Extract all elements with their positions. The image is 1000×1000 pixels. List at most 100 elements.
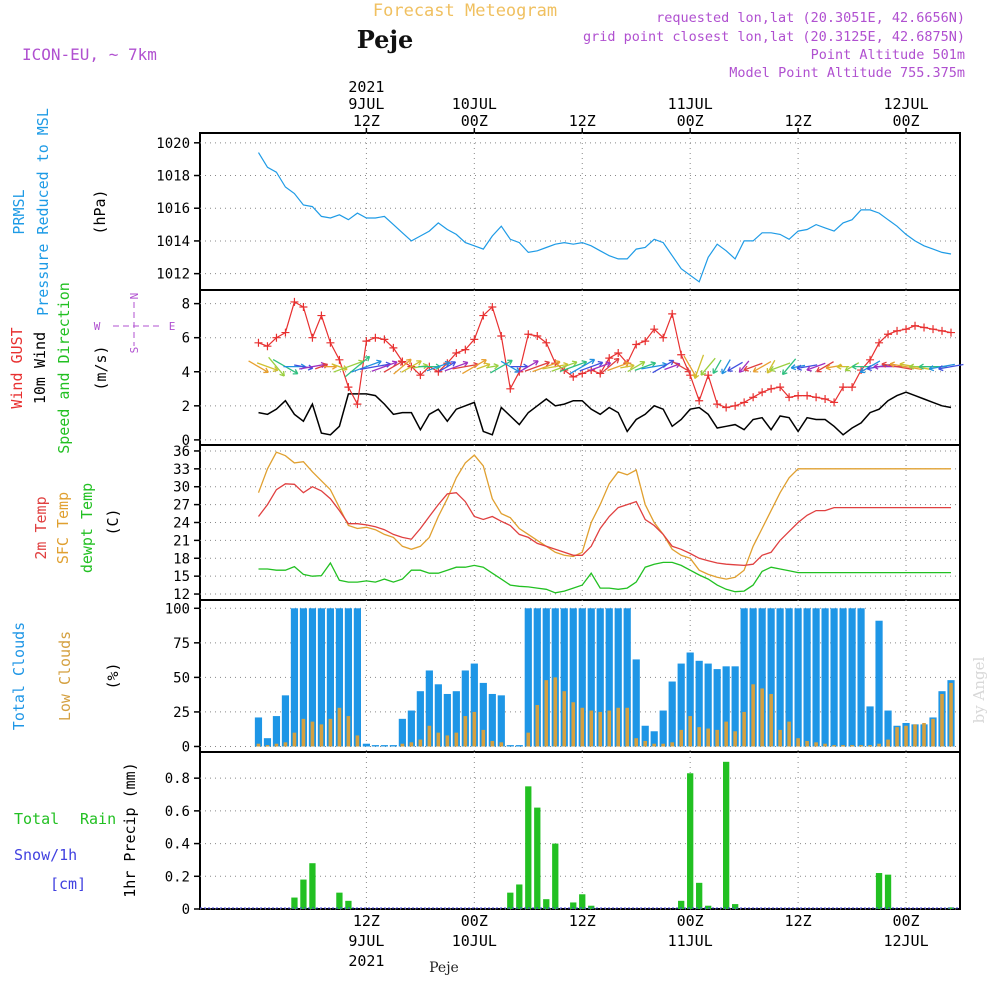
total-cloud-bar (461, 670, 469, 747)
total-cloud-bar (263, 738, 272, 747)
wind-arrow-head (605, 361, 612, 368)
low-cloud-bar (679, 729, 683, 747)
bottom-time-label: 00Z (677, 912, 704, 930)
gust-marker (812, 393, 821, 402)
wind-arrow-head (684, 366, 691, 373)
gust-marker (947, 328, 956, 337)
total-clouds-label: Total Clouds (10, 622, 28, 730)
ytick-label: 1020 (156, 136, 190, 152)
bottom-time-label: 11JUL (668, 932, 713, 950)
total-cloud-bar (524, 608, 532, 747)
total-cloud-bar (344, 608, 352, 747)
gust-marker (713, 400, 722, 409)
low-cloud-bar (607, 710, 612, 747)
wind-direction-arrow (727, 361, 743, 372)
total-cloud-bar (803, 608, 811, 747)
low-cloud-bar (841, 745, 845, 747)
gust-marker (263, 342, 272, 351)
ytick-label: 4 (182, 365, 190, 381)
low-cloud-bar (940, 693, 944, 747)
wind-arrow-head (668, 359, 675, 366)
wind-direction-arrow (551, 361, 578, 372)
wind-direction-arrow (620, 364, 635, 369)
wind-arrow-head (873, 363, 879, 370)
prmsl-label: PRMSL (10, 189, 28, 234)
rain-bar (525, 786, 532, 909)
gust-marker (929, 325, 938, 334)
clouds-unit: (%) (104, 662, 122, 689)
wind-direction-arrow (881, 363, 913, 370)
wind-arrow-head (727, 366, 733, 372)
wind-direction-arrow (486, 364, 499, 369)
total-cloud-bar (452, 691, 460, 747)
temp-layer (257, 451, 951, 594)
total-cloud-bar (515, 745, 523, 747)
wind-arrow-head (397, 360, 404, 366)
wind-direction-arrow (569, 358, 595, 375)
wind-arrow-head (866, 364, 872, 372)
top-time-label: 2021 (348, 78, 384, 96)
low-cloud-bar (337, 707, 342, 747)
total-cloud-bar (578, 608, 586, 747)
wind-direction-arrow (524, 361, 550, 372)
wind-arrow-head (279, 370, 285, 377)
gust-marker (506, 384, 515, 393)
total-cloud-bar (722, 666, 730, 747)
gust-marker (740, 398, 749, 407)
gust-marker (677, 350, 686, 359)
wind-arrow-head (859, 367, 866, 374)
gust-label: Wind GUST (8, 327, 26, 408)
precip-axis-label: 1hr Precip (mm) (121, 762, 139, 897)
low-cloud-bar (670, 742, 674, 747)
wind-direction-arrow (769, 362, 791, 371)
gust-marker (920, 323, 929, 332)
low-cloud-bar (274, 743, 279, 747)
gust-marker (902, 325, 911, 334)
wind-direction-arrow (462, 359, 487, 375)
total-cloud-bar (677, 663, 685, 747)
gust-marker (641, 337, 650, 346)
rain-bar (947, 907, 955, 909)
total-cloud-bar (632, 659, 640, 747)
low-cloud-bar (580, 707, 585, 747)
gust-marker (362, 337, 371, 346)
low-cloud-bar (931, 718, 935, 747)
low-cloud-bar (427, 725, 432, 747)
rain-bar (309, 863, 316, 909)
wind-arrow-head (889, 361, 895, 368)
location-title: Peje (357, 25, 414, 54)
wind-direction-arrow (641, 363, 668, 370)
wind-arrow-head (391, 360, 398, 367)
total-cloud-bar (425, 670, 433, 747)
wind-direction-arrow (438, 361, 456, 372)
gust-marker (785, 393, 794, 402)
snow-label: Snow/1h (14, 846, 77, 864)
wind-arrow-head (769, 365, 776, 372)
ytick-label: 33 (173, 462, 190, 478)
pressure-frame (199, 132, 961, 291)
low-cloud-bar (301, 718, 306, 747)
wind-arrow-head (544, 360, 550, 367)
top-time-label: 10JUL (452, 95, 497, 113)
total-cloud-bar (560, 608, 568, 747)
total-cloud-bar (353, 608, 361, 747)
gust-marker (848, 383, 857, 392)
total-cloud-bar (704, 663, 712, 747)
gust-marker (830, 398, 839, 407)
low-cloud-bar (877, 743, 881, 747)
gust-marker (893, 326, 902, 335)
total-cloud-bar (533, 608, 541, 747)
total-cloud-bar (839, 608, 847, 747)
low-cloud-bar (859, 745, 863, 747)
wind-direction-arrow (700, 357, 716, 376)
temp2m-line (257, 483, 951, 567)
gust-marker (605, 354, 614, 363)
bottom-time-axis: 12Z 9JUL 2021 00Z 10JUL 12Z 00Z 11JUL 12Z 00Z 12JU… (348, 912, 928, 970)
total-cloud-bar (371, 745, 379, 747)
gust-marker (281, 328, 290, 337)
bottom-time-label: 2021 (348, 952, 384, 970)
wind-unit: (m/s) (92, 345, 110, 390)
gust-marker (650, 325, 659, 334)
total-label: Total (14, 810, 59, 828)
total-cloud-bar (758, 608, 766, 747)
